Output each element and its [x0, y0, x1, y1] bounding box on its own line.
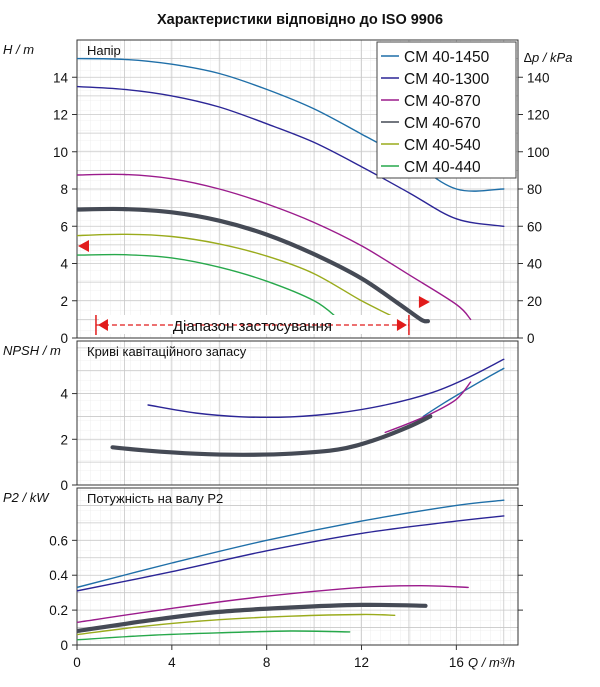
- y2-tick-label: 0: [527, 331, 535, 346]
- series-line-cm-40-870: [77, 173, 472, 321]
- y-tick-label: 0: [60, 638, 68, 653]
- legend-label: CM 40-1300: [404, 71, 490, 88]
- series-line-cm-40-670: [77, 206, 430, 324]
- x-tick-label: 4: [168, 655, 176, 670]
- y-tick-label: 8: [60, 182, 68, 197]
- y-axis-label: NPSH / m: [3, 343, 61, 358]
- y2-tick-label: 100: [527, 145, 550, 160]
- x-tick-label: 16: [449, 655, 464, 670]
- y-tick-label: 0: [60, 331, 68, 346]
- y2-tick-label: 20: [527, 294, 542, 309]
- legend-label: CM 40-440: [404, 159, 481, 176]
- y2-tick-label: 80: [527, 182, 542, 197]
- y-tick-label: 6: [60, 219, 68, 234]
- legend-label: CM 40-870: [404, 93, 481, 110]
- chart-panels: 0 2 4 6 8 10 12 14 Напір H / m 0 2 4 Криві кавітаційн…: [3, 39, 572, 670]
- y-tick-label: 0: [60, 478, 68, 493]
- y-tick-label: 2: [60, 294, 68, 309]
- y2-axis-label: ∆p / kPa: [524, 50, 572, 65]
- minor-grid: [77, 341, 518, 485]
- panel-label: Потужність на валу P2: [87, 491, 223, 506]
- range-label: Діапазон застосування: [173, 318, 332, 335]
- panel-label: Криві кавітаційного запасу: [87, 344, 247, 359]
- panel-frame: [76, 487, 519, 646]
- y-axis-label: P2 / kW: [3, 490, 50, 505]
- series-line-cm-40-540: [77, 613, 396, 636]
- series-line-cm-40-670: [110, 414, 433, 457]
- panel-label: Напір: [87, 43, 121, 58]
- y-tick-label: 2: [60, 432, 68, 447]
- series-line-cm-40-1300: [147, 358, 505, 419]
- y-tick-label: 4: [60, 387, 68, 402]
- series-line-cm-40-1450: [77, 499, 505, 589]
- y-tick-label: 0.4: [49, 568, 68, 583]
- series-line-cm-40-440: [77, 253, 339, 320]
- y2-tick-label: 60: [527, 219, 542, 234]
- duty-arrow-left: [78, 240, 89, 252]
- panel-frame: [76, 340, 519, 486]
- x-tick-label: 0: [73, 655, 81, 670]
- series-line-cm-40-1300: [77, 515, 505, 592]
- y2-tick-label: 120: [527, 108, 550, 123]
- x-axis-label: Q / m³/h: [468, 655, 515, 670]
- legend: CM 40-1450 CM 40-1300 CM 40-870 CM 40-670 CM…: [376, 41, 517, 179]
- y-axis-label: H / m: [3, 42, 34, 57]
- y2-tick-label: 140: [527, 70, 550, 85]
- series-line-cm-40-870: [77, 584, 469, 623]
- chart-title: Характеристики відповідно до ISO 9906: [157, 12, 443, 28]
- panel-2: 0 2 4 Криві кавітаційного запасу NPSH / m: [3, 340, 519, 493]
- y-tick-label: 4: [60, 257, 68, 272]
- legend-label: CM 40-540: [404, 137, 481, 154]
- series-line-cm-40-440: [77, 630, 351, 641]
- y-tick-label: 12: [53, 108, 68, 123]
- legend-label: CM 40-670: [404, 115, 481, 132]
- x-tick-label: 12: [354, 655, 369, 670]
- y-tick-label: 10: [53, 145, 68, 160]
- series-line-cm-40-670: [77, 602, 428, 634]
- legend-label: CM 40-1450: [404, 49, 490, 66]
- range-arrow-right: [396, 319, 407, 331]
- duty-arrow-right: [418, 296, 430, 308]
- y-tick-label: 0.6: [49, 533, 68, 548]
- x-tick-label: 8: [263, 655, 271, 670]
- y2-tick-label: 40: [527, 257, 542, 272]
- range-arrow-left: [97, 319, 108, 331]
- series-line-cm-40-870: [384, 381, 472, 434]
- y-tick-label: 0.2: [49, 603, 68, 618]
- series-line-cm-40-1300: [77, 85, 505, 227]
- application-range: Діапазон застосування: [78, 240, 430, 335]
- panel-3: 0 0.2 0.4 0.6 Потужність на валу P2 P2 / kW: [3, 487, 519, 653]
- series-line-cm-40-540: [77, 233, 396, 319]
- legend-box: [376, 41, 517, 179]
- y-tick-label: 14: [53, 70, 69, 85]
